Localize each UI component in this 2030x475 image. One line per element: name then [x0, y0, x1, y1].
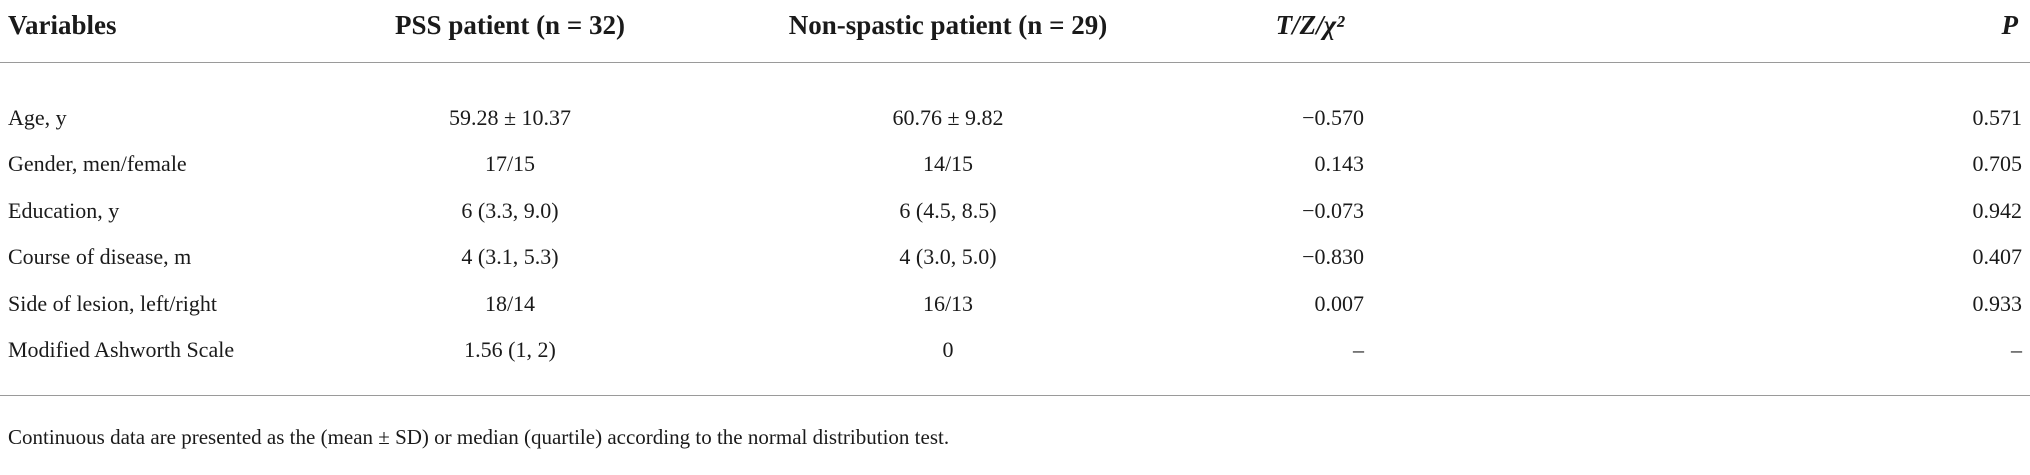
table-cell: −0.570 — [1302, 105, 1364, 130]
header-rule — [0, 62, 2030, 63]
table-cell: 0.007 — [1314, 290, 1365, 316]
table-cell: Age, y — [8, 105, 67, 130]
table-cell: – — [1353, 337, 1364, 362]
header-cell: PSS patient (n = 32) — [395, 10, 625, 40]
footnote: Continuous data are presented as the (me… — [8, 425, 950, 449]
table-cell: 16/13 — [922, 290, 974, 316]
table-cell: 18/14 — [484, 290, 536, 316]
table-cell: – — [2011, 337, 2022, 362]
table-cell: Education, y — [8, 197, 120, 223]
table-cell: 1.56 (1, 2) — [464, 337, 556, 362]
table-cell: 0 — [942, 337, 954, 362]
table-cell: Gender, men/female — [8, 151, 187, 177]
table-cell: 0.407 — [1972, 244, 2023, 270]
header-cell: Non-spastic patient (n = 29) — [788, 10, 1108, 40]
table-cell: 4 (3.0, 5.0) — [899, 244, 997, 270]
table-cell: 0.143 — [1314, 151, 1365, 177]
table-cell: 14/15 — [922, 151, 974, 177]
table-cell: 6 (4.5, 8.5) — [899, 197, 997, 223]
header-cell: T/Z/χ² — [1275, 10, 1345, 40]
header-cell: Variables — [8, 10, 117, 40]
table-cell: 0.705 — [1972, 151, 2023, 177]
bottom-rule — [0, 395, 2030, 396]
table-cell: −0.073 — [1302, 197, 1364, 223]
table-cell: 6 (3.3, 9.0) — [461, 197, 559, 223]
table-cell: Modified Ashworth Scale — [8, 337, 235, 362]
table-cell: 0.571 — [1972, 105, 2023, 130]
table-cell: Course of disease, m — [8, 244, 192, 270]
table-cell: 17/15 — [484, 151, 536, 177]
table-cell: 0.942 — [1972, 197, 2023, 223]
table-cell: Side of lesion, left/right — [8, 290, 217, 316]
table-cell: 4 (3.1, 5.3) — [461, 244, 559, 270]
table-cell: −0.830 — [1302, 244, 1364, 270]
table-cell: 59.28 ± 10.37 — [448, 105, 572, 130]
header-cell: P — [2001, 10, 2019, 40]
table-cell: 0.933 — [1972, 290, 2023, 316]
table-cell: 60.76 ± 9.82 — [892, 105, 1004, 130]
